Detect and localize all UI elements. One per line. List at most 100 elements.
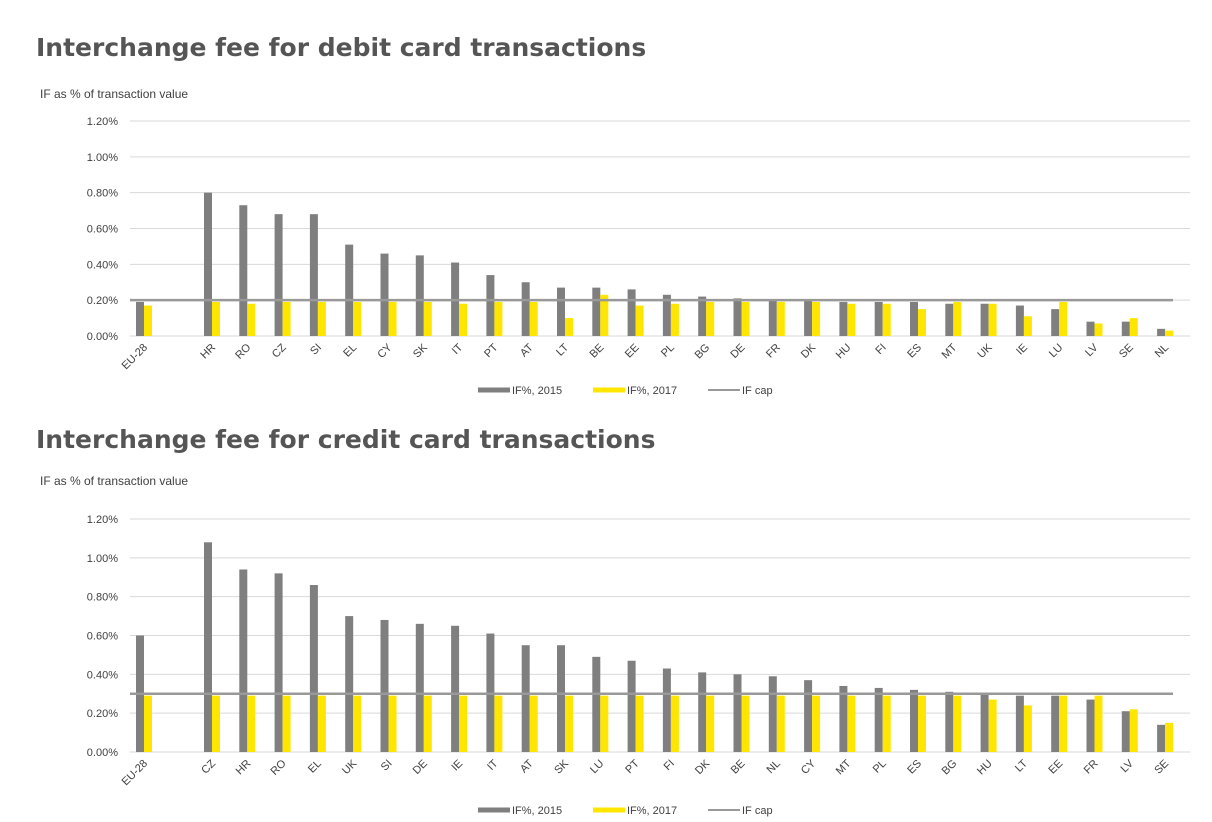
x-tick-label: HU — [834, 342, 854, 362]
bar-2015 — [874, 687, 883, 752]
x-tick-label: NL — [1153, 342, 1171, 360]
y-axis-label: IF as % of transaction value — [40, 474, 189, 488]
legend-2015-label: IF%, 2015 — [512, 385, 562, 397]
bar-2015 — [1051, 309, 1060, 336]
bar-2017 — [1165, 330, 1174, 336]
x-tick-label: LT — [554, 341, 571, 358]
bar-2015 — [1157, 724, 1166, 752]
bar-2015 — [874, 301, 883, 336]
bar-2015 — [309, 585, 318, 752]
bar-2017 — [353, 695, 362, 752]
bar-2017 — [459, 695, 468, 752]
bar-2017 — [812, 301, 821, 336]
bar-2015 — [309, 214, 318, 336]
x-tick-label: BG — [693, 342, 713, 362]
bar-2017 — [353, 301, 362, 336]
legend-cap-label: IF cap — [742, 385, 773, 397]
y-tick-label: 0.60% — [87, 224, 118, 236]
bar-2015 — [415, 255, 424, 336]
x-tick-label: PT — [482, 341, 501, 360]
y-tick-label: 0.20% — [87, 708, 118, 720]
x-tick-label: MT — [834, 757, 854, 777]
bar-2017 — [812, 695, 821, 752]
bar-2015 — [486, 275, 495, 336]
bar-2015 — [627, 289, 636, 336]
bar-2015 — [204, 192, 212, 336]
x-tick-label: CY — [375, 341, 395, 361]
x-tick-label: FI — [662, 758, 677, 773]
y-axis-label: IF as % of transaction value — [40, 87, 189, 101]
bar-2015 — [1015, 695, 1024, 752]
bar-2017 — [388, 695, 397, 752]
bar-2015 — [698, 296, 707, 336]
x-tick-label: EE — [623, 342, 642, 361]
x-tick-label: IT — [450, 341, 466, 357]
x-tick-label: IE — [449, 758, 465, 774]
bar-2015 — [945, 691, 954, 752]
bar-2017 — [988, 303, 997, 336]
bar-2015 — [345, 244, 354, 336]
x-tick-label: LU — [588, 758, 606, 776]
x-tick-label: UK — [340, 757, 360, 777]
legend-2017-label: IF%, 2017 — [627, 805, 677, 817]
bar-2015 — [239, 569, 248, 752]
bar-2017 — [600, 294, 609, 336]
x-tick-label: HU — [975, 758, 995, 778]
x-tick-label: CY — [799, 757, 819, 777]
x-tick-label: IT — [485, 757, 501, 773]
bar-2017 — [247, 695, 256, 752]
bar-2017 — [847, 303, 856, 336]
bar-2017 — [317, 301, 326, 336]
x-tick-label: ES — [905, 758, 924, 777]
bar-2015 — [1051, 695, 1060, 752]
bar-2017 — [529, 301, 538, 336]
x-tick-label: LV — [1118, 757, 1136, 775]
x-tick-label: NL — [764, 758, 782, 776]
x-tick-label: HR — [234, 758, 254, 778]
x-tick-label: CZ — [199, 757, 218, 776]
legend-2015-swatch — [478, 387, 510, 393]
bar-2015 — [136, 301, 144, 336]
bar-2015 — [980, 303, 989, 336]
bar-2017 — [670, 303, 679, 336]
bar-2017 — [494, 695, 503, 752]
bar-2017 — [882, 303, 891, 336]
x-tick-label: ES — [905, 342, 924, 361]
legend-2015-swatch — [478, 807, 510, 813]
y-tick-label: 0.60% — [87, 631, 118, 643]
bar-2017 — [494, 301, 503, 336]
bar-2015 — [910, 689, 918, 752]
credit-plot: 0.00% 0.20% 0.40% 0.60% 0.80% 1.00% 1.20% EU-28… — [87, 514, 1190, 817]
bar-2015 — [768, 300, 777, 336]
bar-2015 — [839, 301, 848, 336]
bar-2015 — [239, 205, 248, 336]
bar-2015 — [274, 214, 283, 336]
debit-chart: Interchange fee for debit card transacti… — [0, 0, 1212, 410]
bar-2017 — [635, 305, 644, 336]
x-tick-label: CZ — [270, 341, 289, 360]
y-tick-label: 1.00% — [87, 152, 118, 164]
bar-2017 — [953, 695, 962, 752]
x-tick-label: BG — [940, 758, 960, 778]
y-tick-label: 0.40% — [87, 259, 118, 271]
bar-2015 — [557, 287, 565, 336]
bar-2015 — [839, 685, 848, 752]
x-tick-label: FR — [1082, 758, 1101, 777]
bar-2017 — [565, 695, 573, 752]
bar-2015 — [910, 301, 918, 336]
x-tick-label: PL — [659, 342, 677, 360]
bar-2017 — [635, 695, 644, 752]
y-tick-label: 0.00% — [87, 747, 118, 759]
x-tick-label: EE — [1046, 758, 1065, 777]
x-tick-label: EU-28 — [120, 758, 151, 789]
bar-2017 — [144, 695, 152, 752]
y-tick-label: 0.40% — [87, 669, 118, 681]
bar-2017 — [776, 695, 785, 752]
legend-2017-label: IF%, 2017 — [627, 385, 677, 397]
bar-2015 — [380, 253, 389, 336]
chart-title: Interchange fee for debit card transacti… — [36, 33, 647, 62]
bar-2017 — [459, 303, 468, 336]
bar-2015 — [521, 282, 530, 336]
x-tick-label: EL — [306, 758, 324, 776]
x-tick-label: SK — [552, 757, 571, 776]
